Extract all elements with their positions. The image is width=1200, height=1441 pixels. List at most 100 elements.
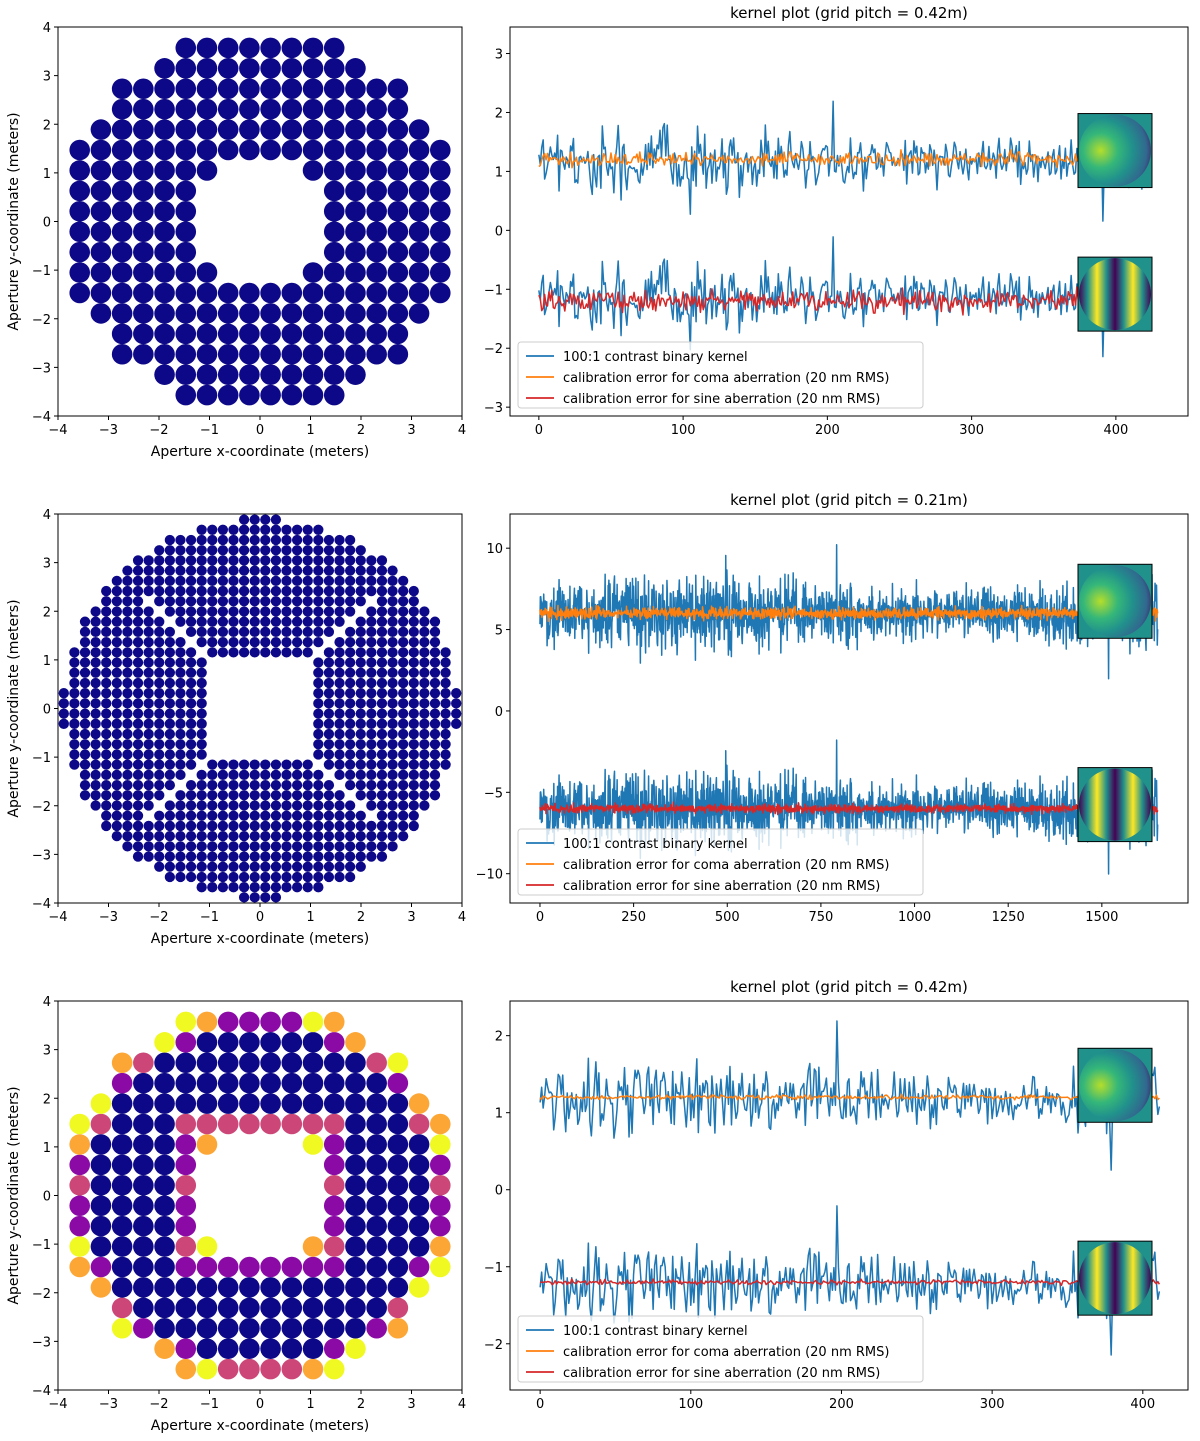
- aperture-marker: [90, 1195, 112, 1216]
- aperture-marker: [207, 534, 218, 546]
- aperture-marker: [323, 1134, 345, 1155]
- aperture-marker: [154, 728, 165, 740]
- aperture-marker: [111, 769, 122, 781]
- aperture-marker: [164, 555, 176, 566]
- aperture-marker: [185, 820, 197, 832]
- aperture-marker: [133, 221, 154, 242]
- aperture-marker: [281, 779, 292, 791]
- aperture-marker: [398, 677, 409, 689]
- aperture-marker: [217, 820, 229, 832]
- aperture-marker: [366, 677, 377, 689]
- aperture-marker: [132, 759, 144, 770]
- aperture-marker: [260, 1317, 281, 1339]
- aperture-marker: [217, 596, 229, 607]
- aperture-marker: [260, 871, 271, 883]
- aperture-marker: [323, 820, 335, 832]
- aperture-marker: [334, 871, 345, 883]
- aperture-marker: [228, 830, 239, 842]
- aperture-marker: [313, 565, 324, 576]
- aperture-marker: [90, 667, 101, 678]
- aperture-marker: [143, 677, 154, 689]
- aperture-marker: [101, 606, 112, 617]
- aperture-marker: [69, 728, 80, 740]
- aperture-marker: [440, 759, 451, 770]
- aperture-marker: [398, 616, 409, 627]
- aperture-marker: [196, 616, 207, 627]
- aperture-marker: [90, 282, 112, 304]
- aperture-marker: [408, 139, 430, 161]
- aperture-marker: [217, 1297, 239, 1319]
- aperture-marker: [217, 1032, 239, 1053]
- aperture-marker: [132, 688, 144, 699]
- aperture-marker: [111, 810, 122, 821]
- aperture-marker: [196, 384, 218, 406]
- aperture-marker: [207, 759, 218, 770]
- aperture-marker: [122, 616, 133, 627]
- aperture-marker: [196, 1113, 218, 1135]
- aperture-marker: [451, 688, 462, 699]
- y-tick-label: 1: [495, 165, 503, 180]
- aperture-marker: [196, 1093, 218, 1114]
- x-tick-label: 200: [815, 423, 840, 438]
- aperture-marker: [69, 698, 80, 709]
- aperture-marker: [408, 698, 419, 709]
- aperture-marker: [111, 708, 122, 719]
- aperture-marker: [132, 667, 144, 678]
- aperture-marker: [260, 303, 281, 324]
- x-tick-label: 750: [808, 910, 833, 925]
- aperture-marker: [302, 1134, 324, 1155]
- aperture-marker: [217, 282, 239, 304]
- aperture-marker: [239, 1032, 260, 1053]
- aperture-marker: [196, 820, 207, 832]
- aperture-marker: [143, 616, 154, 627]
- aperture-marker: [408, 596, 419, 607]
- aperture-marker: [164, 861, 176, 872]
- series-lines: [539, 544, 1159, 875]
- aperture-marker: [238, 596, 250, 607]
- aperture-marker: [355, 769, 366, 781]
- aperture-marker: [133, 1317, 154, 1339]
- aperture-marker: [196, 718, 207, 729]
- aperture-marker: [175, 851, 186, 862]
- aperture-marker: [313, 728, 324, 740]
- aperture-marker: [376, 667, 388, 678]
- aperture-marker: [196, 830, 207, 842]
- aperture-marker: [154, 1154, 175, 1176]
- aperture-marker: [217, 98, 239, 120]
- aperture-marker: [217, 800, 229, 811]
- aperture-marker: [69, 262, 91, 283]
- aperture-marker: [249, 647, 260, 658]
- aperture-marker: [387, 119, 409, 140]
- x-tick-label: 0: [535, 423, 543, 438]
- aperture-marker: [323, 841, 335, 852]
- aperture-marker: [451, 718, 462, 729]
- aperture-marker: [323, 1011, 345, 1033]
- aperture-marker: [387, 343, 409, 365]
- aperture-marker: [122, 739, 133, 750]
- aperture-marker: [355, 555, 366, 566]
- aperture-marker: [90, 160, 112, 181]
- aperture-marker: [429, 1256, 451, 1278]
- aperture-marker: [175, 555, 186, 566]
- aperture-marker: [313, 739, 324, 750]
- aperture-marker: [387, 698, 398, 709]
- aperture-marker: [143, 585, 154, 597]
- aperture-marker: [376, 565, 388, 576]
- aperture-marker: [111, 282, 133, 304]
- aperture-marker: [90, 606, 101, 617]
- aperture-marker: [302, 759, 313, 770]
- aperture-marker: [398, 647, 409, 658]
- aperture-marker: [398, 810, 409, 821]
- aperture-marker: [101, 728, 112, 740]
- aperture-marker: [217, 779, 229, 791]
- aperture-marker: [260, 98, 281, 120]
- aperture-marker: [429, 160, 451, 181]
- aperture-marker: [376, 820, 388, 832]
- aperture-marker: [281, 98, 303, 120]
- aperture-marker: [164, 810, 176, 821]
- aperture-marker: [440, 647, 451, 658]
- aperture-marker: [238, 790, 250, 801]
- aperture-marker: [323, 1072, 345, 1094]
- aperture-marker: [133, 139, 154, 161]
- aperture-marker: [281, 1072, 303, 1094]
